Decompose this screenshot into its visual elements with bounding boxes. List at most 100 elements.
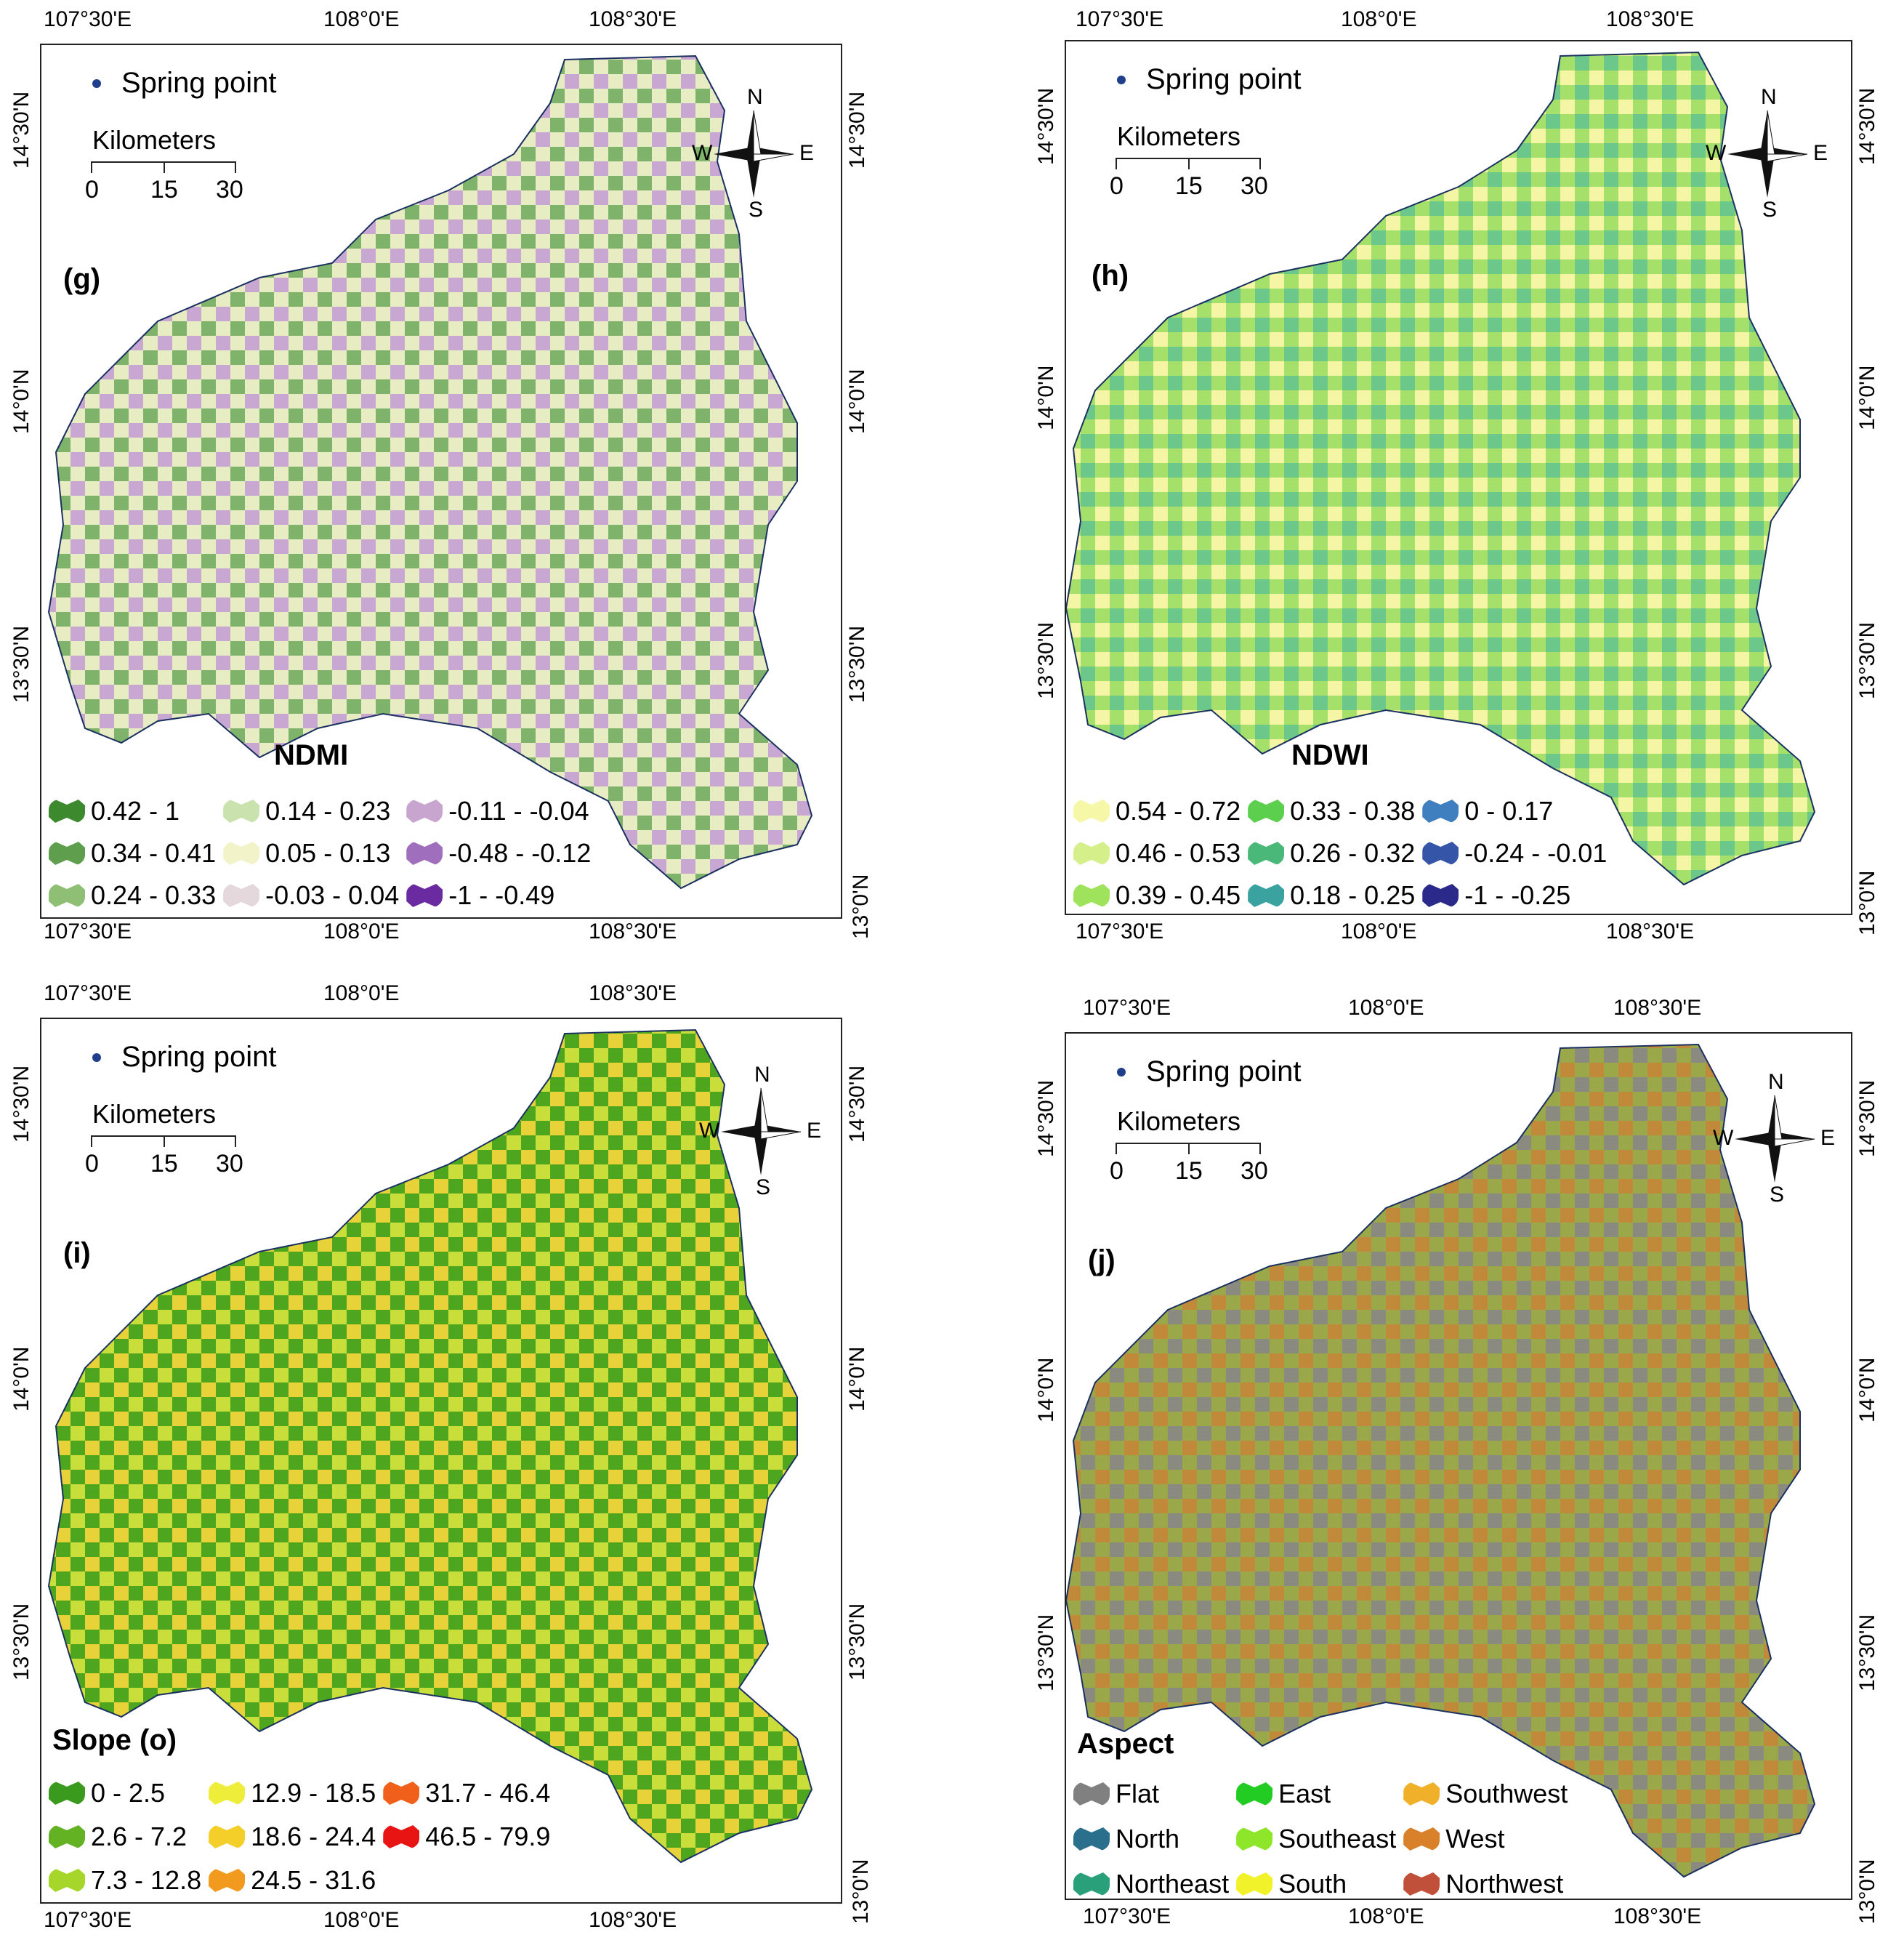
legend-item: East [1236,1775,1396,1813]
lon-label-bottom: 108°30'E [589,919,677,943]
north-arrow-icon: N S W E [1713,1070,1836,1207]
lon-label-bottom: 108°0'E [323,919,400,943]
legend-item: 31.7 - 46.4 [383,1775,550,1811]
map-frame: Spring point Kilometers 0 15 30 N S W E … [1065,1032,1852,1900]
legend-swatch [1403,1782,1440,1806]
lat-label-right: 13°30'N [1855,621,1879,699]
lon-label-top: 108°0'E [1341,7,1417,31]
legend: 0 - 2.5 2.6 - 7.2 7.3 - 12.8 12.9 - 18.5… [49,1775,550,1899]
north-arrow-icon: N S W E [1706,85,1828,222]
lat-label-left: 14°30'N [1034,87,1058,165]
legend-item: -0.24 - -0.01 [1422,836,1607,871]
legend-swatch [1422,884,1459,907]
legend-item: Southeast [1236,1820,1396,1858]
legend-item: 12.9 - 18.5 [209,1775,376,1811]
lat-label-right: 13°0'N [1855,870,1879,935]
lat-label-right: 14°0'N [1855,365,1879,430]
legend-item: 0 - 2.5 [49,1775,201,1811]
legend-title: Slope (o) [52,1724,177,1756]
lat-label-right: 14°30'N [1855,87,1879,165]
lat-label-left: 14°30'N [9,91,33,169]
legend-swatch [1422,842,1459,865]
lat-label-right: 14°0'N [1855,1357,1879,1422]
lat-label-left: 13°30'N [9,625,33,703]
scale-bar: Kilometers 0 15 30 [1110,1106,1268,1185]
legend-item: Southwest [1403,1775,1568,1813]
spring-point-legend: Spring point [92,67,276,100]
scale-bar: Kilometers 0 15 30 [1110,121,1268,200]
legend-swatch [49,1825,85,1848]
lat-label-left: 13°30'N [9,1603,33,1681]
lon-label-top: 107°30'E [1076,7,1164,31]
legend-swatch [1073,1782,1110,1806]
legend-item: 0.14 - 0.23 [223,794,399,829]
lon-label-bottom: 108°0'E [1348,1904,1424,1928]
lon-label-top: 108°30'E [1613,996,1702,1020]
map-frame: Spring point Kilometers 0 15 30 N S W E … [40,1018,842,1904]
spring-point-icon [92,1053,101,1062]
legend-item: 0.33 - 0.38 [1248,794,1415,829]
lat-label-left: 13°30'N [1034,621,1058,699]
legend-item: 0.26 - 0.32 [1248,836,1415,871]
legend-swatch [49,800,85,823]
lon-label-bottom: 108°0'E [1341,919,1417,943]
lat-label-right: 13°30'N [1855,1614,1879,1691]
legend-swatch [209,1782,246,1805]
lon-label-top: 108°0'E [1348,996,1424,1020]
legend-item: 24.5 - 31.6 [209,1862,376,1899]
legend-item: 0.05 - 0.13 [223,836,399,871]
legend-swatch [49,1869,85,1892]
spring-point-legend: Spring point [92,1041,276,1074]
legend-item: 0.34 - 0.41 [49,836,216,871]
legend-swatch [1073,1827,1110,1851]
panel-label: (j) [1088,1244,1116,1276]
map-frame: Spring point Kilometers 0 15 30 N S W E … [1065,40,1852,915]
lat-label-right: 14°0'N [845,1346,869,1412]
lat-label-right: 14°0'N [845,369,869,434]
scale-bar: Kilometers 0 15 30 [85,125,243,204]
lat-label-left: 14°0'N [9,369,33,434]
scale-bar: Kilometers 0 15 30 [85,1099,243,1178]
legend-item: 0.24 - 0.33 [49,878,216,913]
legend: 0.54 - 0.72 0.46 - 0.53 0.39 - 0.45 0.33… [1073,794,1607,913]
legend-swatch [209,1869,246,1892]
study-area-map [1066,1043,1816,1878]
lon-label-bottom: 108°30'E [1613,1904,1702,1928]
lat-label-right: 13°0'N [849,874,873,939]
lon-label-bottom: 108°30'E [589,1908,677,1932]
lon-label-top: 108°0'E [323,7,400,31]
study-area-polygon [1066,1043,1816,1878]
north-arrow-icon: N S W E [699,1063,822,1199]
lat-label-left: 14°30'N [9,1065,33,1143]
study-area-map [47,1029,813,1864]
legend-item: North [1073,1820,1229,1858]
legend-swatch [1073,1872,1110,1896]
lat-label-left: 14°0'N [1034,365,1058,430]
study-area-map [47,55,813,890]
legend-item: 7.3 - 12.8 [49,1862,201,1899]
lon-label-bottom: 107°30'E [44,919,132,943]
lat-label-right: 14°30'N [845,91,869,169]
legend: 0.42 - 1 0.34 - 0.41 0.24 - 0.33 0.14 - … [49,794,591,913]
legend: Flat North Northeast East Southeast Sout… [1073,1775,1568,1899]
lon-label-top: 108°30'E [589,981,677,1005]
legend-swatch [383,1782,420,1805]
lat-label-right: 13°30'N [845,1603,869,1681]
legend-swatch [223,842,260,865]
legend-item: -0.03 - 0.04 [223,878,399,913]
legend-item: 0.54 - 0.72 [1073,794,1241,829]
lon-label-top: 107°30'E [44,7,132,31]
legend-swatch [406,842,443,865]
map-frame: Spring point Kilometers 0 15 30 N S W E … [40,44,842,919]
map-panel-j: 107°30'E 108°0'E 108°30'E Spring point K… [952,974,1904,1948]
legend-item: -0.48 - -0.12 [406,836,591,871]
legend-swatch [223,884,260,907]
legend-swatch [1403,1827,1440,1851]
lat-label-right: 13°0'N [849,1859,873,1924]
legend-swatch [1073,842,1110,865]
legend-item: -0.11 - -0.04 [406,794,591,829]
lon-label-bottom: 108°30'E [1606,919,1695,943]
legend-swatch [209,1825,246,1848]
study-area-polygon [47,55,813,890]
lat-label-left: 14°30'N [1034,1079,1058,1157]
